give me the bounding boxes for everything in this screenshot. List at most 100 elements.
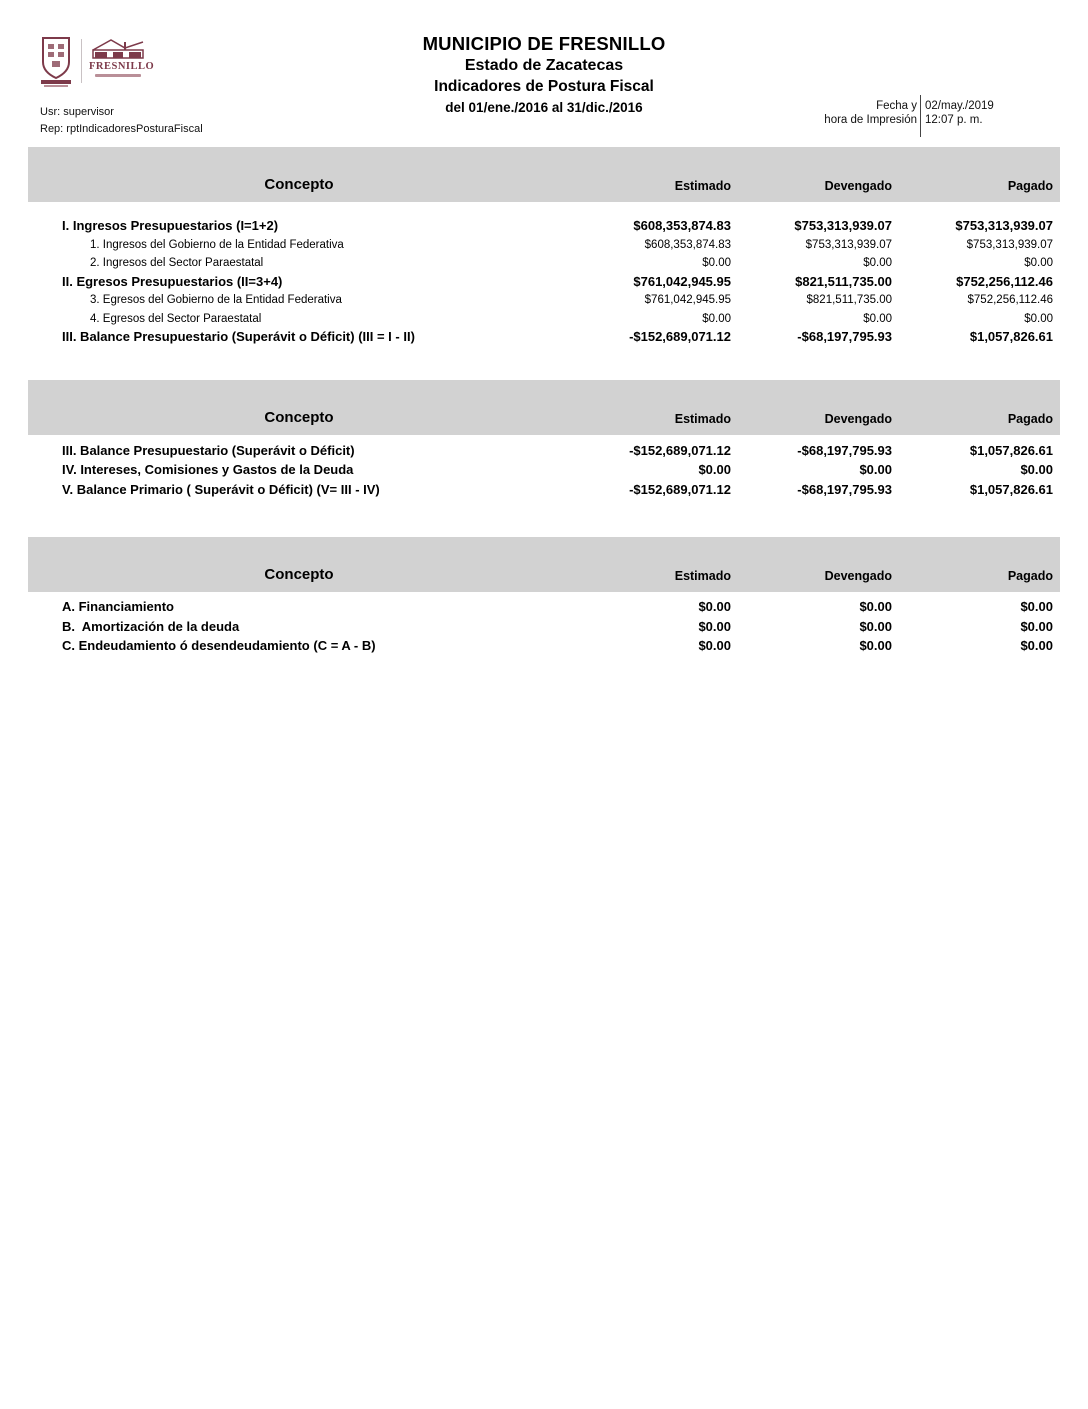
estimado-cell: $608,353,874.83 — [633, 218, 731, 233]
table-row: IV. Intereses, Comisiones y Gastos de la… — [28, 460, 1060, 480]
print-divider-line — [920, 95, 921, 137]
table-row: 3. Egresos del Gobierno de la Entidad Fe… — [28, 291, 1060, 310]
column-header-estimado: Estimado — [674, 411, 731, 426]
column-header-devengado: Devengado — [824, 569, 892, 583]
pagado-cell: $1,057,826.61 — [969, 329, 1053, 344]
concepto-cell: II. Egresos Presupuestarios (II=3+4) — [62, 273, 283, 289]
table-body: III. Balance Presupuestario (Superávit o… — [28, 441, 1060, 500]
table-body: A. Financiamiento $0.00 $0.00 $0.00 B. A… — [28, 597, 1060, 656]
concepto-cell: 1. Ingresos del Gobierno de la Entidad F… — [90, 238, 344, 251]
pagado-cell: $0.00 — [1020, 599, 1053, 614]
title-block: MUNICIPIO DE FRESNILLO Estado de Zacatec… — [28, 33, 1060, 115]
table-row: A. Financiamiento $0.00 $0.00 $0.00 — [28, 597, 1060, 617]
report-period: del 01/ene./2016 al 31/dic./2016 — [445, 100, 643, 115]
print-datetime-block: Fecha y hora de Impresión 02/may./2019 1… — [740, 95, 994, 137]
estimado-cell: $761,042,945.95 — [644, 294, 731, 306]
column-header-estimado: Estimado — [674, 179, 731, 193]
pagado-cell: $0.00 — [1020, 618, 1053, 634]
page-title: MUNICIPIO DE FRESNILLO — [422, 33, 666, 54]
column-header-pagado: Pagado — [1007, 411, 1053, 426]
pagado-cell: $0.00 — [1024, 312, 1053, 325]
concepto-cell: I. Ingresos Presupuestarios (I=1+2) — [62, 218, 279, 233]
pagado-cell: $753,313,939.07 — [955, 218, 1053, 233]
estimado-cell: $761,042,945.95 — [633, 273, 731, 289]
logo-divider — [81, 39, 82, 83]
pagado-cell: $752,256,112.46 — [967, 294, 1053, 306]
pagado-cell: $0.00 — [1020, 462, 1053, 477]
print-label-line2: hora de Impresión — [824, 114, 917, 126]
concepto-cell: A. Financiamiento — [62, 599, 174, 614]
fresnillo-logo-tagline — [95, 74, 141, 77]
estimado-cell: -$152,689,071.12 — [629, 329, 731, 344]
print-datetime-label: Fecha y hora de Impresión — [740, 99, 920, 137]
table-row: I. Ingresos Presupuestarios (I=1+2) $608… — [28, 217, 1060, 236]
column-header-pagado: Pagado — [1007, 569, 1053, 583]
estimado-cell: $0.00 — [698, 638, 731, 653]
table-header-row: Concepto Estimado Devengado Pagado — [28, 147, 1060, 202]
estimado-cell: $0.00 — [698, 462, 731, 477]
concepto-cell: III. Balance Presupuestario (Superávit o… — [62, 442, 355, 458]
print-datetime-values: 02/may./2019 12:07 p. m. — [921, 99, 994, 137]
report-name-label: Rep: rptIndicadoresPosturaFiscal — [40, 123, 203, 135]
estimado-cell: $0.00 — [698, 599, 731, 614]
table-body: I. Ingresos Presupuestarios (I=1+2) $608… — [28, 217, 1060, 347]
report-title: Indicadores de Postura Fiscal — [434, 78, 654, 95]
pagado-cell: $0.00 — [1024, 257, 1053, 269]
devengado-cell: $753,313,939.07 — [805, 238, 892, 251]
devengado-cell: $0.00 — [859, 638, 892, 653]
municipality-logo: FRESNILLO — [38, 36, 155, 88]
concepto-cell: B. Amortización de la deuda — [62, 618, 240, 634]
print-time: 12:07 p. m. — [925, 114, 983, 126]
concepto-cell: IV. Intereses, Comisiones y Gastos de la… — [62, 462, 354, 477]
devengado-cell: $0.00 — [859, 462, 892, 477]
fresnillo-logo-text: FRESNILLO — [89, 61, 155, 72]
table-row: C. Endeudamiento ó desendeudamiento (C =… — [28, 636, 1060, 656]
table-row: V. Balance Primario ( Superávit o Défici… — [28, 480, 1060, 500]
user-label: Usr: supervisor — [40, 106, 114, 118]
print-date: 02/may./2019 — [925, 100, 994, 112]
estimado-cell: -$152,689,071.12 — [629, 442, 731, 458]
concepto-cell: C. Endeudamiento ó desendeudamiento (C =… — [62, 638, 376, 653]
estimado-cell: $0.00 — [702, 257, 731, 269]
devengado-cell: -$68,197,795.93 — [797, 481, 892, 497]
table-row: III. Balance Presupuestario (Superávit o… — [28, 328, 1060, 347]
column-header-concepto: Concepto — [264, 408, 334, 426]
estimado-cell: $608,353,874.83 — [644, 238, 731, 251]
table-row: 4. Egresos del Sector Paraestatal $0.00 … — [28, 310, 1060, 329]
report-meta: Usr: supervisor Rep: rptIndicadoresPostu… — [40, 104, 203, 138]
pagado-cell: $753,313,939.07 — [966, 238, 1053, 251]
fresnillo-logo-icon: FRESNILLO — [89, 36, 155, 77]
column-header-devengado: Devengado — [824, 411, 892, 426]
devengado-cell: -$68,197,795.93 — [797, 442, 892, 458]
table-row: 2. Ingresos del Sector Paraestatal $0.00… — [28, 254, 1060, 273]
column-header-estimado: Estimado — [674, 569, 731, 583]
print-label-line1: Fecha y — [876, 100, 917, 112]
table-row: B. Amortización de la deuda $0.00 $0.00 … — [28, 617, 1060, 637]
primary-balance-table: Concepto Estimado Devengado Pagado III. … — [28, 379, 1060, 500]
devengado-cell: $0.00 — [859, 599, 892, 614]
municipal-crest-icon — [38, 36, 74, 88]
devengado-cell: $0.00 — [859, 618, 892, 634]
table-row: II. Egresos Presupuestarios (II=3+4) $76… — [28, 273, 1060, 292]
column-header-pagado: Pagado — [1007, 179, 1053, 193]
concepto-cell: V. Balance Primario ( Superávit o Défici… — [62, 481, 380, 497]
devengado-cell: -$68,197,795.93 — [797, 329, 892, 344]
financing-table: Concepto Estimado Devengado Pagado A. Fi… — [28, 537, 1060, 656]
pagado-cell: $0.00 — [1020, 638, 1053, 653]
estimado-cell: -$152,689,071.12 — [629, 481, 731, 497]
column-header-concepto: Concepto — [264, 176, 334, 193]
devengado-cell: $0.00 — [863, 312, 892, 325]
estimado-cell: $0.00 — [702, 312, 731, 325]
table-header-row: Concepto Estimado Devengado Pagado — [28, 379, 1060, 435]
devengado-cell: $821,511,735.00 — [795, 273, 892, 289]
pagado-cell: $752,256,112.46 — [956, 273, 1053, 289]
column-header-devengado: Devengado — [824, 179, 892, 193]
estimado-cell: $0.00 — [698, 618, 731, 634]
table-row: III. Balance Presupuestario (Superávit o… — [28, 441, 1060, 461]
column-header-concepto: Concepto — [264, 566, 334, 583]
concepto-cell: 2. Ingresos del Sector Paraestatal — [90, 257, 264, 269]
concepto-cell: III. Balance Presupuestario (Superávit o… — [62, 329, 415, 344]
pagado-cell: $1,057,826.61 — [969, 481, 1053, 497]
concepto-cell: 4. Egresos del Sector Paraestatal — [90, 312, 262, 325]
